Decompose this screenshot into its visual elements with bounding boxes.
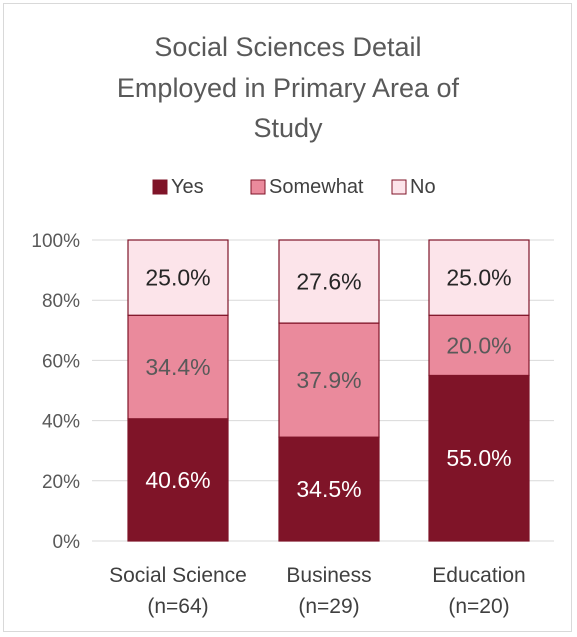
y-tick-label: 60%	[42, 351, 80, 372]
data-label: 40.6%	[145, 467, 210, 493]
chart-frame: Social Sciences Detail Employed in Primar…	[3, 3, 572, 632]
x-category-label: Business	[286, 564, 371, 587]
chart-svg: Social Sciences Detail Employed in Primar…	[31, 32, 554, 618]
x-category-label: Education	[432, 564, 525, 587]
bar-segment-no	[127, 239, 229, 316]
x-category-count: (n=20)	[448, 595, 509, 618]
legend-label-yes: Yes	[171, 176, 204, 198]
data-label: 55.0%	[446, 445, 511, 471]
x-axis-categories: Social Science (n=64) Business (n=29) Educat…	[109, 564, 526, 618]
data-label: 34.4%	[145, 354, 210, 380]
bar-segment-yes	[127, 418, 229, 542]
y-tick-label: 100%	[31, 231, 80, 252]
legend-label-no: No	[410, 176, 436, 198]
data-label: 25.0%	[446, 265, 511, 291]
bar-segment-no	[428, 239, 530, 316]
x-category-count: (n=64)	[147, 595, 208, 618]
data-label: 25.0%	[145, 265, 210, 291]
bar-segment-somewhat	[278, 322, 380, 438]
data-label: 34.5%	[296, 476, 361, 502]
data-labels: 40.6% 34.4% 25.0% 34.5% 37.9% 27.6% 55.0% 20.0%…	[145, 265, 511, 502]
x-category-count: (n=29)	[298, 595, 359, 618]
legend-swatch-no	[391, 179, 407, 195]
data-label: 20.0%	[446, 332, 511, 358]
bar-segment-somewhat	[127, 314, 229, 420]
legend-swatch-yes	[152, 179, 168, 195]
y-tick-label: 40%	[42, 412, 80, 433]
chart-legend: Yes Somewhat No	[152, 176, 436, 198]
chart-title: Social Sciences Detail Employed in Primar…	[117, 32, 460, 143]
bar-segment-somewhat	[428, 314, 530, 377]
bar-segment-yes	[428, 374, 530, 542]
y-tick-label: 80%	[42, 291, 80, 312]
y-axis-ticks: 0% 20% 40% 60% 80% 100%	[31, 231, 80, 553]
y-tick-label: 0%	[53, 532, 81, 553]
chart-title-line: Social Sciences Detail	[154, 32, 421, 62]
bars	[127, 239, 530, 542]
data-label: 37.9%	[296, 367, 361, 393]
x-category-label: Social Science	[109, 564, 247, 587]
chart-title-line: Employed in Primary Area of	[117, 73, 460, 103]
legend-swatch-somewhat	[250, 179, 266, 195]
legend-label-somewhat: Somewhat	[269, 176, 364, 198]
bar-segment-no	[278, 239, 380, 324]
data-label: 27.6%	[296, 269, 361, 295]
chart-title-line: Study	[253, 113, 323, 143]
y-tick-label: 20%	[42, 472, 80, 493]
